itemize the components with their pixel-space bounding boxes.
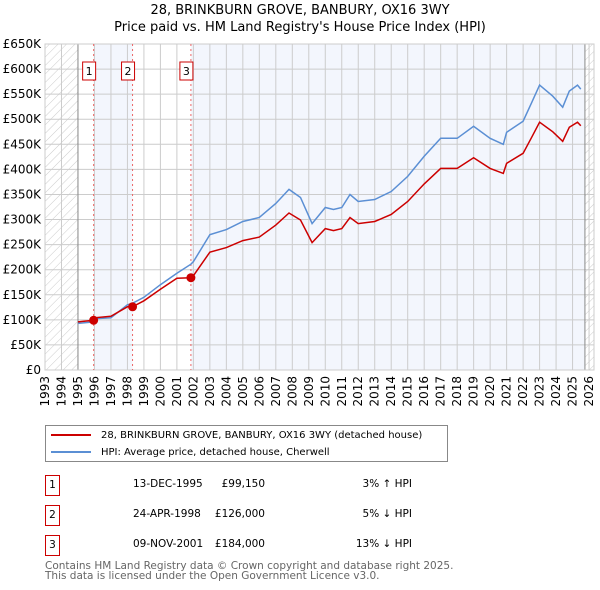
x-tick-label: 2026 (582, 376, 596, 407)
sale-label-box (82, 61, 97, 81)
y-tick-label: £550K (3, 87, 43, 101)
y-tick-label: £300K (3, 213, 43, 227)
y-tick-label: £150K (3, 288, 43, 302)
x-tick-label: 2022 (516, 376, 530, 407)
legend-item-hpi: HPI: Average price, detached house, Cher… (51, 444, 330, 460)
x-tick-label: 2000 (153, 376, 167, 407)
x-tick-label: 1993 (38, 376, 52, 407)
x-tick-label: 1999 (137, 376, 151, 407)
footer: Contains HM Land Registry data © Crown c… (45, 560, 454, 582)
x-tick-label: 2010 (318, 376, 332, 407)
sale-number: 2 (45, 505, 60, 526)
legend: 28, BRINKBURN GROVE, BANBURY, OX16 3WY (… (45, 425, 448, 462)
sale-point (186, 273, 196, 283)
plot-border (44, 43, 595, 371)
y-tick-label: £0 (26, 363, 41, 377)
x-tick-label: 1995 (71, 376, 85, 407)
sale-price: £99,150 (221, 478, 265, 490)
x-tick-label: 2024 (549, 376, 563, 407)
y-tick-label: £450K (3, 137, 43, 151)
y-tick-label: £650K (3, 37, 43, 51)
sale-hpi-diff: 5% ↓ HPI (362, 508, 412, 520)
sale-date: 09-NOV-2001 (133, 538, 204, 550)
sale-point (89, 315, 99, 325)
x-tick-label: 2013 (368, 376, 382, 407)
footer-licence: This data is licensed under the Open Gov… (45, 570, 380, 582)
y-tick-label: £50K (10, 338, 42, 352)
x-tick-label: 2004 (219, 376, 233, 407)
x-tick-label: 2023 (533, 376, 547, 407)
x-tick-label: 2017 (434, 376, 448, 407)
hpi-line (77, 83, 582, 325)
x-tick-label: 1996 (87, 376, 101, 407)
x-tick-label: 2007 (269, 376, 283, 407)
x-tick-label: 2003 (203, 376, 217, 407)
x-tick-label: 1997 (104, 376, 118, 407)
sale-row: 2 24-APR-1998 £126,000 5% ↓ HPI (45, 505, 465, 527)
legend-item-property: 28, BRINKBURN GROVE, BANBURY, OX16 3WY (… (51, 427, 422, 443)
y-tick-label: £350K (3, 187, 43, 201)
sale-price: £184,000 (214, 538, 265, 550)
x-tick-label: 2008 (285, 376, 299, 407)
sale-row: 3 09-NOV-2001 £184,000 13% ↓ HPI (45, 535, 465, 557)
x-tick-label: 2002 (186, 376, 200, 407)
x-tick-label: 2009 (302, 376, 316, 407)
x-tick-label: 1998 (120, 376, 134, 407)
chart-subtitle: Price paid vs. HM Land Registry's House … (114, 20, 486, 35)
footer-copyright: Contains HM Land Registry data © Crown c… (45, 560, 454, 572)
x-tick-label: 2019 (467, 376, 481, 407)
x-tick-label: 2001 (170, 376, 184, 407)
x-tick-label: 2005 (236, 376, 250, 407)
x-tick-label: 2006 (252, 376, 266, 407)
x-tick-label: 2015 (401, 376, 415, 407)
y-tick-label: £100K (3, 313, 43, 327)
x-tick-label: 2012 (351, 376, 365, 407)
y-tick-label: £600K (3, 62, 43, 76)
sale-row: 1 13-DEC-1995 £99,150 3% ↑ HPI (45, 475, 465, 497)
legend-swatch-blue (51, 451, 91, 453)
shaded-band (190, 44, 585, 370)
sale-date: 13-DEC-1995 (133, 478, 203, 490)
sale-label: 1 (86, 65, 93, 78)
shaded-band (93, 44, 133, 370)
y-tick-label: £500K (3, 112, 43, 126)
sale-hpi-diff: 3% ↑ HPI (362, 478, 412, 490)
sale-price: £126,000 (214, 508, 265, 520)
sale-label-box (179, 61, 194, 81)
sale-label: 3 (183, 65, 190, 78)
price-chart: 1993 1994 1995 1996 1997 1998 1999 2000 2001 2002… (3, 37, 596, 407)
sale-point (128, 302, 138, 312)
chart-title: 28, BRINKBURN GROVE, BANBURY, OX16 3WY (150, 3, 450, 18)
property-price-line (77, 121, 582, 323)
legend-label: 28, BRINKBURN GROVE, BANBURY, OX16 3WY (… (101, 429, 423, 441)
sale-label-box (121, 61, 136, 81)
sale-number: 3 (45, 535, 60, 556)
x-tick-label: 2020 (483, 376, 497, 407)
y-tick-label: £250K (3, 238, 43, 252)
x-tick-label: 2025 (566, 376, 580, 407)
x-tick-label: 2016 (417, 376, 431, 407)
sale-number: 1 (45, 475, 60, 496)
x-tick-label: 2021 (500, 376, 514, 407)
x-tick-label: 2011 (335, 376, 349, 407)
y-tick-label: £400K (3, 162, 43, 176)
sale-date: 24-APR-1998 (133, 508, 201, 520)
legend-label: HPI: Average price, detached house, Cher… (101, 446, 330, 458)
sale-hpi-diff: 13% ↓ HPI (355, 538, 412, 550)
x-tick-label: 2018 (450, 376, 464, 407)
x-tick-label: 1994 (54, 376, 68, 407)
x-tick-label: 2014 (384, 376, 398, 407)
y-tick-label: £200K (3, 263, 43, 277)
sale-label: 2 (125, 65, 132, 78)
legend-swatch-red (51, 434, 91, 436)
